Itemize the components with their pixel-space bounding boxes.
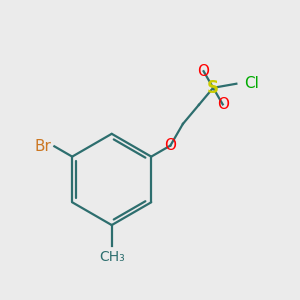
Text: Cl: Cl [244, 76, 259, 91]
Text: Br: Br [34, 139, 51, 154]
Text: S: S [207, 79, 219, 97]
Text: O: O [217, 97, 229, 112]
Text: O: O [198, 64, 210, 79]
Text: O: O [164, 138, 176, 153]
Text: CH₃: CH₃ [99, 250, 124, 264]
